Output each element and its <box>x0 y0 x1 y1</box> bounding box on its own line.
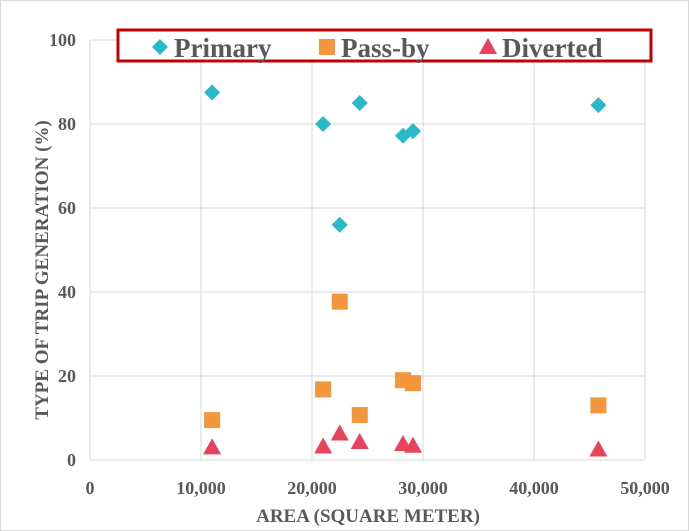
x-tick-labels: 0 10,000 20,000 30,000 40,000 50,000 <box>86 478 670 498</box>
x-tick-label: 20,000 <box>287 478 337 498</box>
x-tick-label: 0 <box>86 478 95 498</box>
x-axis-title: AREA (SQUARE METER) <box>256 506 480 527</box>
y-tick-label: 20 <box>58 366 76 386</box>
legend-marker-primary <box>152 39 168 55</box>
legend-label-primary: Primary <box>174 33 272 63</box>
diverted-point <box>404 436 423 453</box>
legend: Primary Pass-by Diverted <box>116 28 653 63</box>
primary-point <box>405 123 422 140</box>
x-tick-label: 50,000 <box>620 478 670 498</box>
x-tick-label: 10,000 <box>176 478 226 498</box>
y-tick-label: 40 <box>58 282 76 302</box>
diverted-point <box>330 424 349 441</box>
x-tick-label: 40,000 <box>509 478 559 498</box>
y-tick-label: 80 <box>58 114 76 134</box>
primary-point <box>395 127 412 144</box>
legend-label-pass-by: Pass-by <box>341 33 430 63</box>
primary-point <box>315 116 332 132</box>
diverted-point <box>314 437 333 454</box>
pass-by-point <box>405 375 422 392</box>
pass-by-point <box>315 381 332 398</box>
primary-point <box>351 95 368 111</box>
primary-point <box>331 216 348 233</box>
pass-by-point <box>590 397 607 414</box>
x-tick-label: 30,000 <box>398 478 448 498</box>
legend-label-diverted: Diverted <box>502 33 602 63</box>
legend-marker-diverted <box>479 38 497 54</box>
diverted-point <box>589 440 608 457</box>
data-points <box>203 84 608 457</box>
y-axis-title: TYPE OF TRIP GENERATION (%) <box>32 120 53 419</box>
primary-point <box>590 97 607 114</box>
y-tick-label: 0 <box>67 450 76 470</box>
legend-box <box>116 28 653 63</box>
primary-point <box>204 84 221 101</box>
pass-by-point <box>204 412 221 429</box>
y-tick-label: 60 <box>58 198 76 218</box>
legend-marker-pass-by <box>319 39 335 55</box>
y-tick-labels: 0 20 40 60 80 100 <box>49 30 76 470</box>
diverted-point <box>203 438 222 455</box>
y-tick-label: 100 <box>49 30 76 50</box>
pass-by-point <box>351 407 368 424</box>
diverted-point <box>350 432 369 449</box>
pass-by-point <box>331 293 348 310</box>
